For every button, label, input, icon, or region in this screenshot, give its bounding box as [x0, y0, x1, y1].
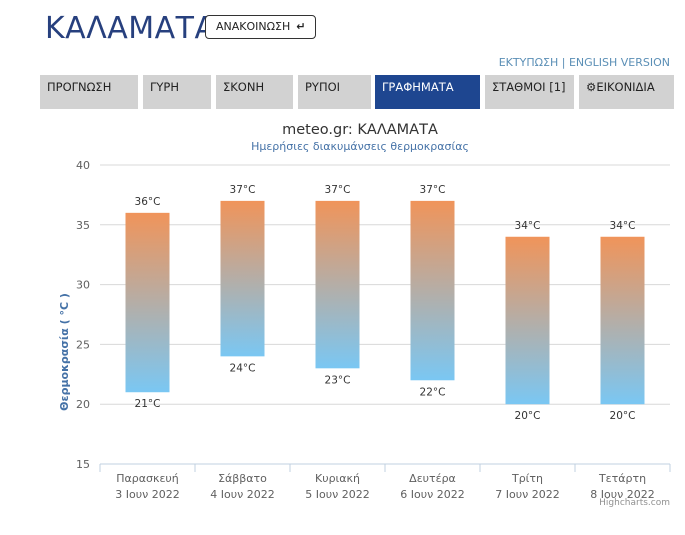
y-tick-label: 15 — [76, 458, 90, 471]
x-day-label: Παρασκευή — [116, 472, 179, 485]
temperature-bar[interactable] — [220, 200, 265, 357]
tab-widgets[interactable]: ⚙ΕΙΚΟΝΙΔΙΑ — [579, 75, 674, 109]
nav-tabs: ΠΡΟΓΝΩΣΗ ΓΥΡΗ ΣΚΟΝΗ ΡΥΠΟΙ ΓΡΑΦΗΜΑΤΑ ΣΤΑΘ… — [40, 75, 674, 109]
min-temp-label: 20°C — [610, 410, 636, 422]
y-tick-label: 30 — [76, 279, 90, 292]
max-temp-label: 34°C — [610, 220, 636, 232]
x-date-label: 3 Ιουν 2022 — [115, 488, 179, 501]
tab-charts[interactable]: ΓΡΑΦΗΜΑΤΑ — [375, 75, 480, 109]
min-temp-label: 24°C — [230, 362, 256, 374]
print-link[interactable]: ΕΚΤΥΠΩΣΗ — [498, 56, 559, 69]
min-temp-label: 21°C — [135, 398, 161, 410]
chart-grid — [100, 164, 670, 465]
temperature-bar[interactable] — [505, 236, 550, 405]
x-date-label: 8 Ιουν 2022 — [590, 488, 654, 501]
min-temp-label: 20°C — [515, 410, 541, 422]
page-title: ΚΑΛΑΜΑΤΑ — [45, 11, 216, 46]
temperature-bar[interactable] — [600, 236, 645, 405]
tab-forecast[interactable]: ΠΡΟΓΝΩΣΗ — [40, 75, 138, 109]
announcement-button[interactable]: ΑΝΑΚΟΙΝΩΣΗ ↵ — [205, 15, 317, 39]
x-day-label: Κυριακή — [315, 472, 360, 485]
min-temp-label: 22°C — [420, 386, 446, 398]
chart-title: meteo.gr: ΚΑΛΑΜΑΤΑ — [282, 122, 438, 138]
max-temp-label: 36°C — [135, 196, 161, 208]
temperature-chart: meteo.gr: ΚΑΛΑΜΑΤΑ Ημερήσιες διακυμάνσει… — [58, 122, 671, 508]
temperature-bar[interactable] — [125, 212, 170, 393]
gear-icon: ⚙ — [586, 80, 597, 94]
top-links: ΕΚΤΥΠΩΣΗ | ENGLISH VERSION — [499, 56, 670, 69]
x-date-label: 7 Ιουν 2022 — [495, 488, 559, 501]
english-version-link[interactable]: ENGLISH VERSION — [568, 56, 670, 69]
x-date-label: 6 Ιουν 2022 — [400, 488, 464, 501]
temperature-bar[interactable] — [315, 200, 360, 369]
chart-subtitle: Ημερήσιες διακυμάνσεις θερμοκρασίας — [251, 140, 469, 153]
x-day-label: Τρίτη — [511, 472, 543, 485]
x-day-label: Δευτέρα — [409, 472, 456, 485]
link-separator: | — [558, 56, 569, 69]
tab-pollutants[interactable]: ΡΥΠΟΙ — [298, 75, 371, 109]
y-tick-label: 40 — [76, 159, 90, 172]
max-temp-label: 37°C — [230, 184, 256, 196]
min-temp-label: 23°C — [325, 374, 351, 386]
y-tick-label: 35 — [76, 219, 90, 232]
max-temp-label: 37°C — [325, 184, 351, 196]
tab-widgets-label: ΕΙΚΟΝΙΔΙΑ — [596, 80, 655, 94]
x-day-label: Τετάρτη — [598, 472, 646, 485]
announcement-label: ΑΝΑΚΟΙΝΩΣΗ — [216, 20, 291, 33]
arrow-return-icon: ↵ — [296, 20, 306, 33]
x-day-label: Σάββατο — [218, 472, 267, 485]
x-axis-labels: Παρασκευή 3 Ιουν 2022 Σάββατο 4 Ιουν 2022 Κυ… — [99, 464, 671, 501]
x-date-label: 4 Ιουν 2022 — [210, 488, 274, 501]
highcharts-credits[interactable]: Highcharts.com — [599, 498, 670, 508]
tab-pollen[interactable]: ΓΥΡΗ — [143, 75, 211, 109]
y-tick-label: 25 — [76, 338, 90, 351]
max-temp-label: 37°C — [420, 184, 446, 196]
max-temp-label: 34°C — [515, 220, 541, 232]
x-date-label: 5 Ιουν 2022 — [305, 488, 369, 501]
temperature-bar[interactable] — [410, 200, 455, 381]
y-axis-label: Θερμοκρασία ( °C ) — [58, 293, 71, 411]
y-axis-ticks: 15 20 25 30 35 40 — [76, 159, 90, 471]
y-tick-label: 20 — [76, 398, 90, 411]
chart-bars: 36°C 21°C 37°C 24°C 37°C 23°C 37°C 22°C 34°C 20°C… — [125, 184, 645, 422]
tab-stations[interactable]: ΣΤΑΘΜΟΙ [1] — [485, 75, 574, 109]
tab-dust[interactable]: ΣΚΟΝΗ — [216, 75, 293, 109]
